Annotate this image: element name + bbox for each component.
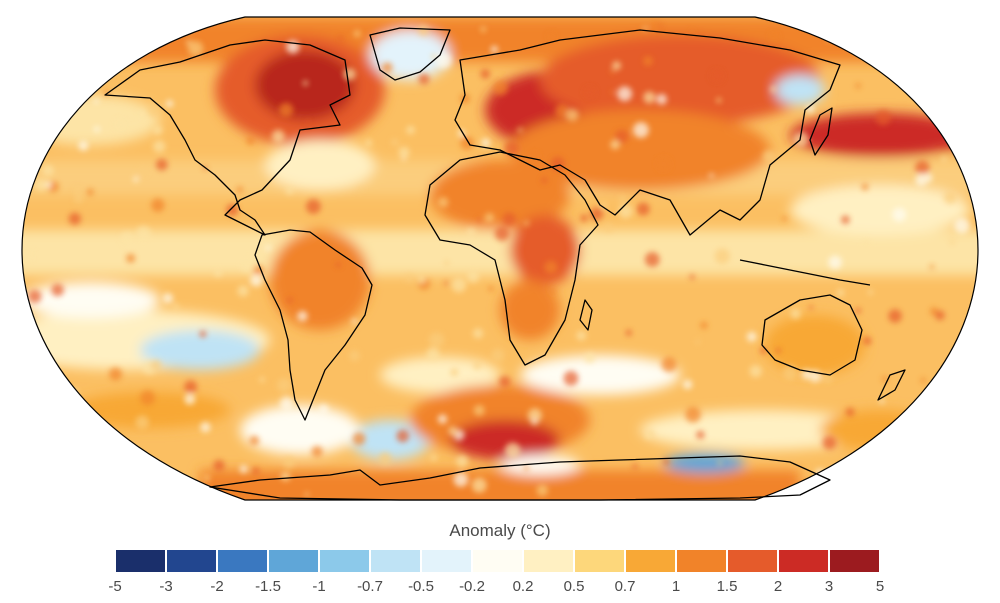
colorbar-swatch: [116, 550, 165, 572]
colorbar: -5 -3 -2 -1.5 -1 -0.7 -0.5 -0.2 0.2 0.5 0.7 1 1.5 2 3 5: [108, 550, 884, 595]
colorbar-swatch: [320, 550, 369, 572]
colorbar-tick-label: 0.5: [564, 578, 585, 595]
colorbar-tick-label: -3: [159, 578, 172, 595]
colorbar-tick-label: 3: [825, 578, 833, 595]
anomaly-field: [22, 17, 978, 500]
colorbar-tick-label: -5: [108, 578, 121, 595]
colorbar-swatch: [473, 550, 522, 572]
colorbar-tick-label: -2: [210, 578, 223, 595]
colorbar-swatch: [677, 550, 726, 572]
colorbar-swatch: [218, 550, 267, 572]
colorbar-tick-label: -0.2: [459, 578, 485, 595]
colorbar-swatch: [830, 550, 879, 572]
colorbar-tick-label: 5: [876, 578, 884, 595]
colorbar-swatch: [422, 550, 471, 572]
colorbar-swatch: [524, 550, 573, 572]
colorbar-tick-label: -1.5: [255, 578, 281, 595]
colorbar-tick-label: -0.7: [357, 578, 383, 595]
coastlines: [104, 27, 906, 501]
colorbar-tick-label: -1: [312, 578, 325, 595]
legend-title: Anomaly (°C): [449, 521, 551, 540]
colorbar-swatch: [575, 550, 624, 572]
colorbar-tick-label: -0.5: [408, 578, 434, 595]
anomaly-map: [21, 16, 979, 501]
colorbar-swatch: [167, 550, 216, 572]
colorbar-swatch: [371, 550, 420, 572]
colorbar-tick-label: 1.5: [717, 578, 738, 595]
colorbar-tick-label: 0.7: [615, 578, 636, 595]
colorbar-swatch: [779, 550, 828, 572]
colorbar-swatch: [728, 550, 777, 572]
colorbar-tick-label: 1: [672, 578, 680, 595]
colorbar-tick-label: 2: [774, 578, 782, 595]
colorbar-swatch: [269, 550, 318, 572]
colorbar-swatch: [626, 550, 675, 572]
colorbar-tick-label: 0.2: [513, 578, 534, 595]
